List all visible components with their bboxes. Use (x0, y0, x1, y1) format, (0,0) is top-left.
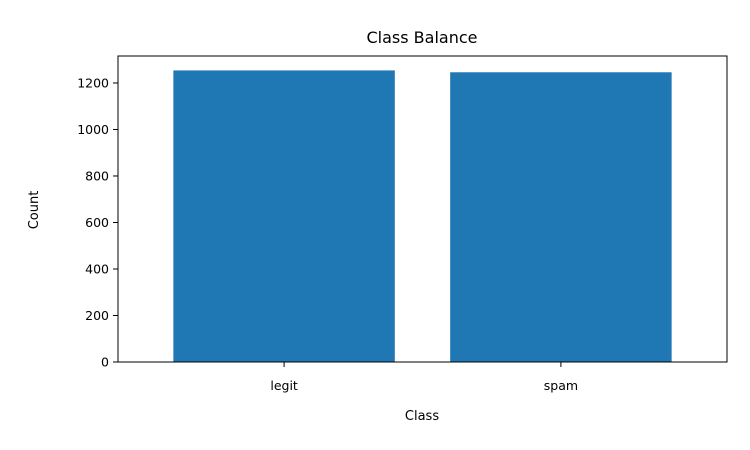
y-tick-label: 400 (85, 261, 109, 276)
axes-frame (117, 55, 728, 363)
bar-legit (173, 70, 395, 362)
y-tick-label: 800 (85, 168, 109, 183)
y-tick-label: 1200 (77, 75, 109, 90)
chart-title: Class Balance (367, 28, 478, 47)
y-tick-label: 0 (101, 355, 109, 370)
y-tick-label: 1000 (77, 122, 109, 137)
y-tick-label: 600 (85, 215, 109, 230)
bar-spam (450, 72, 672, 362)
plot-area: legit spam 0 200 400 600 800 1000 1200 (77, 55, 728, 393)
x-tick-label: legit (270, 378, 298, 393)
x-axis-label: Class (405, 409, 439, 424)
y-axis-label: Count (27, 191, 42, 230)
y-tick-label: 200 (85, 308, 109, 323)
x-tick-label: spam (544, 378, 578, 393)
